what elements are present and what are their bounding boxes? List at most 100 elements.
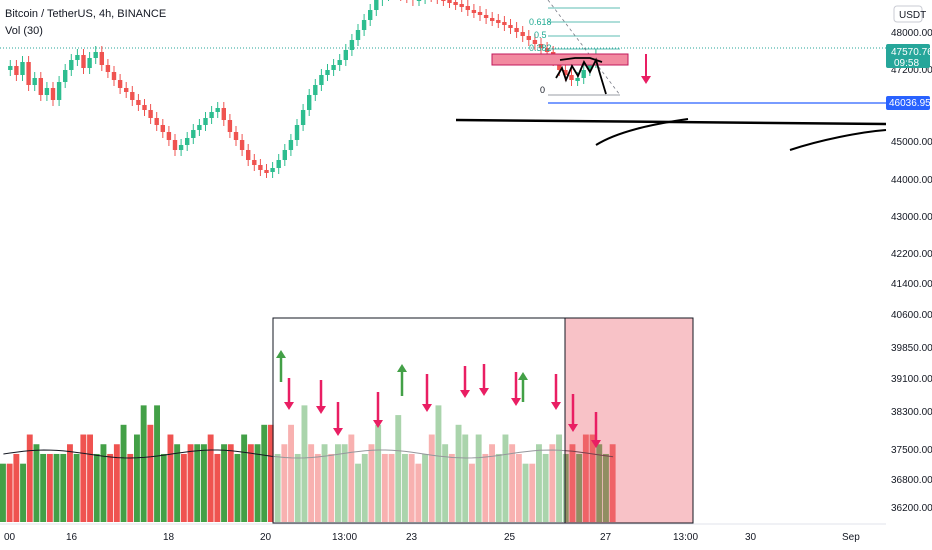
volume-bar: [207, 434, 214, 522]
volume-bar: [60, 453, 67, 522]
candle-body: [361, 20, 367, 30]
price-tick-label: 45000.00: [891, 137, 932, 148]
arrow-up-icon: [276, 350, 286, 382]
time-tick-label: Sep: [842, 532, 860, 543]
volume-bar: [167, 434, 174, 522]
candle-body: [239, 140, 245, 150]
price-tick-label: 40600.00: [891, 310, 932, 321]
arrow-down-icon: [422, 374, 432, 412]
candle-body: [44, 88, 50, 95]
candle-body: [447, 0, 452, 3]
candle-body: [282, 150, 287, 160]
candle-body: [160, 125, 165, 132]
arrow-down-icon: [316, 380, 326, 414]
time-tick-label: 20: [260, 532, 272, 543]
candle-body: [416, 0, 422, 1]
candle-body: [172, 140, 178, 150]
candle-body: [477, 12, 483, 15]
price-tick-label: 38300.00: [891, 407, 932, 418]
price-axis[interactable]: 48000.00 47200.00 45000.00 44000.00 43000.00…: [891, 28, 932, 514]
candle-body: [276, 160, 281, 168]
arrow-down-icon: [551, 374, 561, 410]
candle-body: [63, 70, 68, 82]
volume-legend[interactable]: Vol (30): [5, 25, 43, 37]
candle-body: [374, 0, 379, 10]
candle-body: [20, 62, 25, 75]
candle-body: [93, 52, 98, 58]
volume-bar: [13, 453, 20, 522]
volume-bar: [201, 444, 207, 522]
volume-bar: [241, 434, 248, 522]
time-axis[interactable]: 00 16 18 20 13:00 23 25 27 13:00 30 Sep: [4, 532, 860, 543]
time-tick-label: 25: [504, 532, 516, 543]
price-tick-label: 36800.00: [891, 475, 932, 486]
currency-label: USDT: [899, 10, 926, 21]
candle-body: [368, 10, 373, 20]
time-tick-label: 13:00: [673, 532, 698, 543]
candle-body: [441, 0, 446, 1]
candle-body: [587, 62, 592, 70]
candle-body: [203, 118, 208, 125]
candle-body: [575, 78, 580, 81]
candle-body: [26, 62, 31, 85]
candle-body: [526, 36, 531, 40]
drawn-curve-2[interactable]: [789, 129, 887, 151]
volume-bar: [194, 444, 201, 522]
candle-body: [270, 168, 275, 172]
arrow-down-icon: [591, 412, 601, 448]
volume-bar: [214, 453, 221, 522]
candle-body: [264, 170, 269, 173]
candle-body: [544, 48, 550, 52]
volume-bar: [261, 424, 268, 522]
currency-button[interactable]: USDT: [893, 5, 926, 23]
volume-bar: [0, 463, 6, 522]
level-price-value: 46036.95: [889, 98, 931, 109]
red-zone-box[interactable]: [564, 317, 694, 524]
volume-bar: [576, 453, 583, 522]
candle-body: [215, 108, 220, 112]
price-tick-label: 36200.00: [891, 503, 932, 514]
candle-body: [258, 165, 263, 170]
last-price-value: 47570.76: [891, 47, 932, 58]
volume-bar: [6, 463, 13, 522]
candle-body: [142, 105, 147, 110]
volume-bar: [180, 453, 187, 522]
volume-bar: [40, 453, 47, 522]
fib-retracement[interactable]: 0.618 0.5 0.382 0: [529, 0, 621, 96]
fib-diagonal: [547, 0, 621, 96]
volume-bar: [187, 444, 194, 522]
volume-bar: [160, 453, 167, 522]
arrow-down-icon: [373, 392, 383, 428]
candle-body: [331, 65, 336, 70]
volume-bar: [134, 434, 140, 522]
candle-body: [325, 70, 330, 75]
drawn-curve-1[interactable]: [595, 118, 689, 146]
arrow-down-icon: [460, 366, 470, 398]
candle-body: [252, 160, 257, 165]
highlight-box[interactable]: [272, 317, 566, 524]
candle-body: [99, 52, 104, 65]
time-tick-label: 13:00: [332, 532, 357, 543]
candle-body: [294, 125, 300, 140]
countdown-value: 09:58: [894, 58, 919, 69]
drawn-pattern[interactable]: [555, 57, 607, 95]
symbol-title[interactable]: Bitcoin / TetherUS, 4h, BINANCE: [5, 8, 167, 20]
fib-label-0382: 0.382: [529, 43, 552, 53]
candle-body: [453, 2, 458, 5]
candle-body: [483, 15, 489, 18]
volume-bar: [100, 444, 107, 522]
candle-body: [56, 82, 62, 100]
volume-bar: [247, 444, 254, 522]
candle-body: [465, 6, 470, 10]
candle-body: [191, 130, 196, 138]
candle-body: [154, 118, 159, 125]
arrow-down-icon: [568, 394, 578, 432]
candle-body: [300, 110, 306, 125]
volume-bar: [268, 424, 274, 522]
time-tick-label: 23: [406, 532, 418, 543]
candle-body: [81, 55, 86, 68]
volume-bar: [154, 405, 160, 522]
candle-body: [227, 120, 233, 132]
volume-bar: [140, 405, 147, 522]
